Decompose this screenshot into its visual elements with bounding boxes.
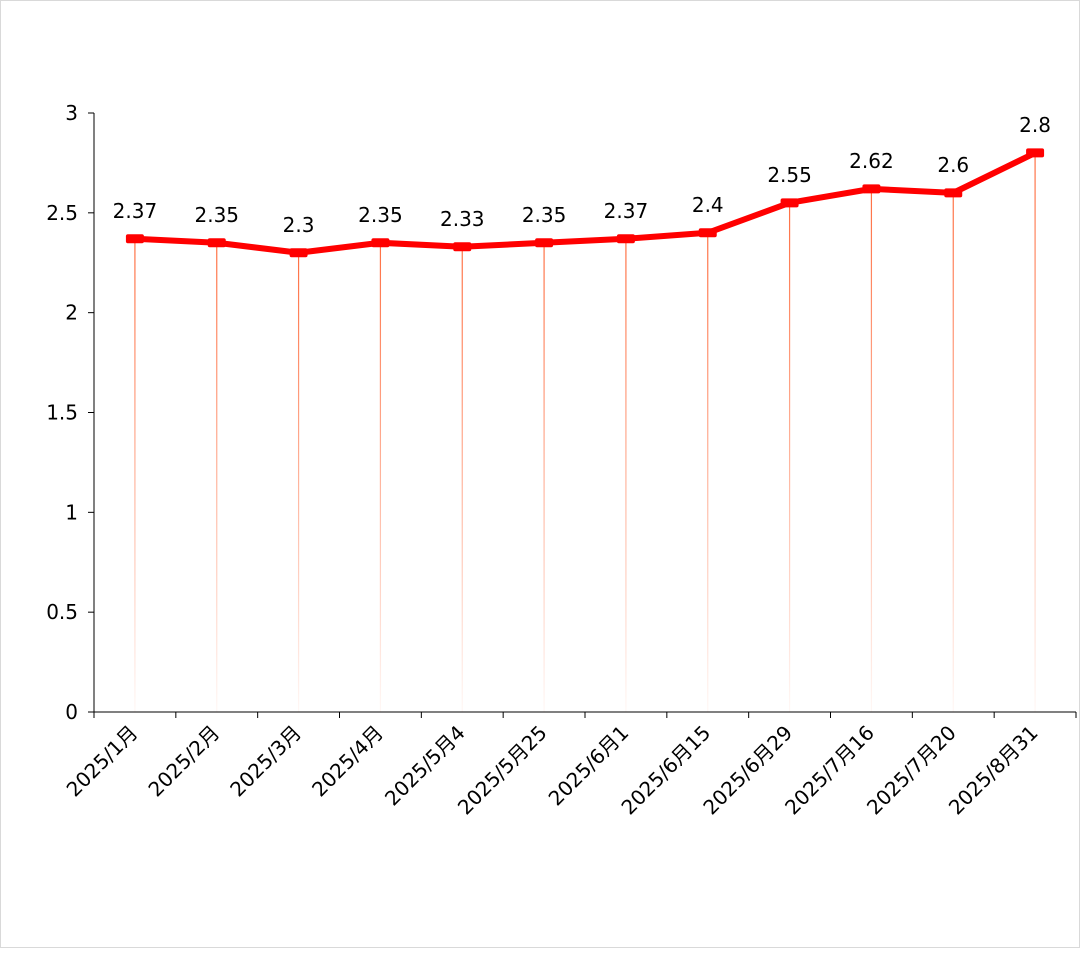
data-label: 2.3 xyxy=(283,213,315,237)
data-point xyxy=(780,198,799,208)
drop-line xyxy=(707,232,709,713)
data-label: 2.6 xyxy=(937,153,969,177)
data-point xyxy=(453,242,472,252)
data-label: 2.8 xyxy=(1019,113,1051,137)
data-label: 2.33 xyxy=(440,207,485,231)
x-tick-label: 2025/4月 xyxy=(307,721,388,802)
drop-line xyxy=(461,246,463,712)
data-label: 2.35 xyxy=(194,203,239,227)
drop-line xyxy=(297,252,300,712)
x-tick-label: 2025/1月 xyxy=(62,721,143,802)
x-tick-label: 2025/3月 xyxy=(225,721,306,802)
drop-line xyxy=(952,192,954,712)
data-point xyxy=(1026,148,1045,158)
data-label: 2.62 xyxy=(849,149,894,173)
drop-line xyxy=(543,242,545,713)
data-label: 2.55 xyxy=(767,163,812,187)
data-label: 2.4 xyxy=(692,193,724,217)
y-tick-label: 3 xyxy=(65,101,78,125)
data-point xyxy=(944,188,963,198)
drop-line xyxy=(1034,152,1036,712)
data-point xyxy=(207,238,226,248)
data-point xyxy=(698,228,717,238)
data-point xyxy=(616,234,635,244)
drop-lines xyxy=(134,152,1036,713)
drop-line xyxy=(134,238,136,713)
series-group xyxy=(125,148,1045,258)
drop-line xyxy=(870,188,873,712)
data-point xyxy=(289,248,308,258)
data-point xyxy=(862,184,881,194)
drop-line xyxy=(379,242,382,713)
drop-line xyxy=(788,202,791,712)
y-tick-label: 1.5 xyxy=(46,401,78,425)
x-tick-label: 2025/6月1 xyxy=(544,721,634,811)
x-tick-label: 2025/2月 xyxy=(143,721,224,802)
data-point xyxy=(125,234,144,244)
data-label: 2.37 xyxy=(604,199,649,223)
y-tick-label: 2 xyxy=(65,301,78,325)
y-tick-label: 0.5 xyxy=(46,600,78,624)
y-tick-label: 2.5 xyxy=(46,201,78,225)
data-label: 2.35 xyxy=(522,203,567,227)
drop-line xyxy=(216,242,218,713)
y-tick-label: 0 xyxy=(65,700,78,724)
x-tick-label: 2025/5月4 xyxy=(380,721,470,811)
data-point xyxy=(535,238,554,248)
data-point xyxy=(371,238,390,248)
data-labels: 2.37 2.35 2.3 2.35 2.33 2.35 2.37 2.4 2.55 2.62 2.… xyxy=(113,113,1051,237)
drop-line xyxy=(625,238,627,713)
series-line xyxy=(131,149,1039,256)
y-tick-label: 1 xyxy=(65,500,78,524)
data-label: 2.35 xyxy=(358,203,403,227)
data-label: 2.37 xyxy=(113,199,158,223)
